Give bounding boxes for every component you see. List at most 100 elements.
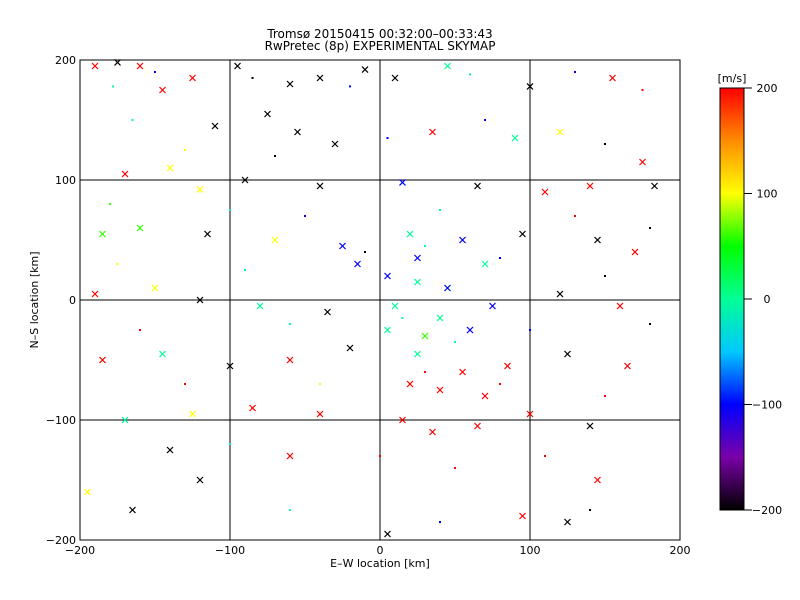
data-point-cross (196, 476, 204, 484)
data-point-cross (481, 392, 489, 400)
data-point-dot (131, 119, 134, 121)
data-point-cross (609, 74, 616, 82)
data-point-dot (386, 137, 389, 139)
y-tick-label: 200 (55, 54, 76, 67)
colorbar-tick-label: −100 (752, 399, 782, 412)
data-point-cross (226, 362, 234, 370)
data-point-cross (586, 182, 594, 190)
data-point-cross (286, 356, 294, 364)
data-point-dot (401, 317, 404, 319)
data-point-dot (604, 275, 606, 277)
data-point-dot (229, 209, 231, 211)
axes: −200 −100 0 100 200 −200 −100 0 100 200 (46, 54, 691, 557)
scatter-points (84, 58, 658, 538)
data-point-cross (286, 80, 294, 88)
data-point-cross (136, 62, 144, 70)
data-point-dot (274, 155, 276, 157)
data-point-cross (459, 236, 466, 244)
data-point-cross (346, 344, 354, 352)
data-point-dot (289, 509, 291, 511)
data-point-cross (414, 278, 421, 286)
data-point-cross (256, 302, 264, 310)
data-point-cross (391, 74, 399, 82)
data-point-cross (241, 176, 249, 184)
colorbar-tick-label: −200 (752, 504, 782, 517)
data-point-dot (424, 245, 426, 247)
x-tick-label: −200 (65, 544, 95, 557)
data-point-cross (324, 308, 331, 316)
data-point-cross (271, 236, 279, 244)
data-point-cross (459, 368, 466, 376)
data-point-cross (556, 128, 564, 136)
x-tick-label: 200 (670, 544, 691, 557)
data-point-dot (304, 215, 306, 217)
data-point-cross (286, 452, 294, 460)
data-point-dot (574, 215, 576, 217)
y-axis-label: N–S location [km] (28, 251, 41, 348)
data-point-cross (556, 290, 564, 298)
data-point-cross (594, 236, 601, 244)
data-point-cross (429, 128, 436, 136)
data-point-cross (474, 182, 481, 190)
data-point-cross (474, 422, 481, 430)
data-point-cross (444, 284, 451, 292)
data-point-dot (454, 341, 456, 343)
data-point-dot (184, 149, 186, 151)
y-tick-label: −200 (46, 534, 76, 547)
data-point-cross (429, 428, 436, 436)
data-point-cross (264, 110, 271, 118)
y-tick-label: 100 (55, 174, 76, 187)
data-point-cross (406, 380, 414, 388)
data-point-cross (624, 362, 631, 370)
data-point-cross (406, 230, 414, 238)
data-point-cross (316, 182, 324, 190)
data-point-dot (112, 85, 114, 88)
data-point-cross (121, 416, 129, 424)
colorbar-tick-label: 200 (757, 82, 778, 95)
colorbar-tick-label: 0 (764, 293, 771, 306)
data-point-cross (151, 284, 159, 292)
data-point-cross (234, 62, 241, 70)
data-point-cross (489, 302, 496, 310)
data-point-dot (184, 383, 186, 385)
data-point-dot (364, 251, 366, 253)
data-point-dot (319, 383, 321, 385)
data-point-cross (91, 62, 99, 70)
data-point-dot (139, 329, 141, 331)
data-point-cross (414, 350, 421, 358)
data-point-cross (564, 518, 571, 526)
data-point-dot (641, 89, 644, 91)
chart-title: Tromsø 20150415 00:32:00–00:33:43 (266, 27, 492, 41)
data-point-cross (189, 410, 196, 418)
data-point-dot (499, 383, 501, 385)
data-point-dot (379, 455, 381, 457)
data-point-dot (109, 203, 111, 205)
data-point-dot (649, 227, 651, 229)
data-point-dot (439, 209, 441, 211)
data-point-cross (99, 230, 106, 238)
data-point-dot (544, 455, 546, 457)
chart-subtitle: RwPretec (8p) EXPERIMENTAL SKYMAP (265, 39, 496, 53)
data-point-cross (361, 66, 369, 74)
data-point-dot (589, 509, 591, 511)
data-point-cross (129, 506, 136, 514)
x-tick-label: −100 (215, 544, 245, 557)
x-tick-label: 100 (520, 544, 541, 557)
colorbar-tick-label: 100 (757, 188, 778, 201)
data-point-cross (196, 296, 204, 304)
data-point-cross (639, 158, 646, 166)
data-point-cross (159, 86, 166, 94)
data-point-dot (229, 443, 231, 445)
data-point-cross (331, 140, 339, 148)
data-point-cross (249, 404, 256, 412)
data-point-cross (616, 302, 624, 310)
data-point-cross (564, 350, 571, 358)
data-point-cross (436, 314, 444, 322)
data-point-cross (384, 326, 391, 334)
data-point-dot (439, 521, 441, 523)
data-point-cross (159, 350, 166, 358)
data-point-dot (251, 77, 254, 79)
data-point-cross (399, 416, 406, 424)
data-point-dot (604, 395, 606, 397)
